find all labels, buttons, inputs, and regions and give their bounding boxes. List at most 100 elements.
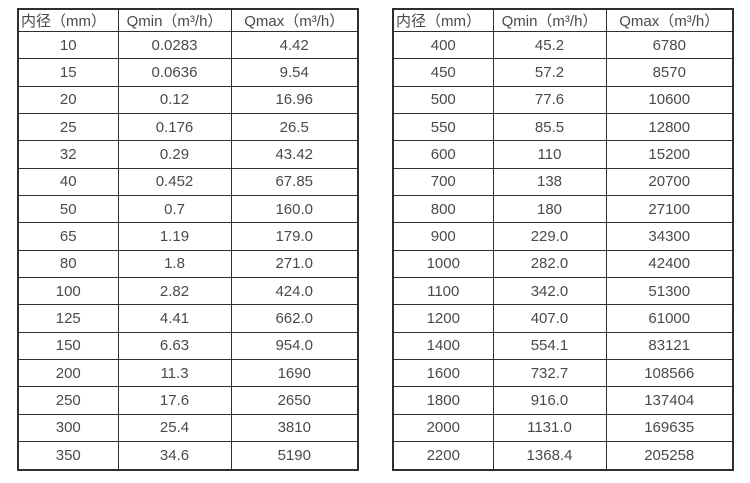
table-header-row: 内径（mm） Qmin（m³/h） Qmax（m³/h） bbox=[17, 8, 359, 32]
table-row: 250 17.6 2650 bbox=[17, 386, 359, 415]
table-cell: 67.85 bbox=[230, 167, 359, 197]
table-cell: 16.96 bbox=[230, 85, 359, 115]
table-cell: 1200 bbox=[392, 304, 494, 333]
table-cell: 43.42 bbox=[230, 140, 359, 169]
table-cell: 10600 bbox=[605, 85, 734, 115]
table-row: 100 2.82 424.0 bbox=[17, 277, 359, 306]
table-cell: 110 bbox=[492, 140, 607, 169]
table-row: 200 11.3 1690 bbox=[17, 359, 359, 388]
table-row: 15 0.0636 9.54 bbox=[17, 58, 359, 87]
table-cell: 0.12 bbox=[117, 85, 232, 115]
table-row: 1600 732.7 108566 bbox=[392, 359, 734, 388]
table-cell: 0.29 bbox=[117, 140, 232, 169]
table-cell: 200 bbox=[17, 359, 119, 388]
table-cell: 40 bbox=[17, 167, 119, 197]
table-cell: 954.0 bbox=[230, 331, 359, 361]
table-cell: 137404 bbox=[605, 386, 734, 415]
table-cell: 800 bbox=[392, 195, 494, 224]
table-cell: 700 bbox=[392, 167, 494, 197]
table-cell: 0.176 bbox=[117, 113, 232, 142]
table-cell: 77.6 bbox=[492, 85, 607, 115]
table-cell: 500 bbox=[392, 85, 494, 115]
table-row: 80 1.8 271.0 bbox=[17, 249, 359, 279]
table-cell: 732.7 bbox=[492, 359, 607, 388]
table-cell: 2200 bbox=[392, 441, 494, 471]
table-cell: 0.0283 bbox=[117, 30, 232, 60]
table-cell: 1800 bbox=[392, 386, 494, 415]
table-cell: 17.6 bbox=[117, 386, 232, 415]
table-cell: 15200 bbox=[605, 140, 734, 169]
table-cell: 662.0 bbox=[230, 304, 359, 333]
table-row: 50 0.7 160.0 bbox=[17, 195, 359, 224]
table-cell: 179.0 bbox=[230, 222, 359, 251]
table-cell: 51300 bbox=[605, 277, 734, 306]
table-row: 800 180 27100 bbox=[392, 195, 734, 224]
table-cell: 1600 bbox=[392, 359, 494, 388]
table-row: 2200 1368.4 205258 bbox=[392, 441, 734, 471]
table-cell: 20700 bbox=[605, 167, 734, 197]
table-row: 500 77.6 10600 bbox=[392, 85, 734, 115]
header-qmin: Qmin（m³/h） bbox=[492, 8, 607, 32]
table-cell: 1131.0 bbox=[492, 413, 607, 443]
table-row: 65 1.19 179.0 bbox=[17, 222, 359, 251]
table-cell: 400 bbox=[392, 30, 494, 60]
table-cell: 180 bbox=[492, 195, 607, 224]
table-row: 700 138 20700 bbox=[392, 167, 734, 197]
table-cell: 8570 bbox=[605, 58, 734, 87]
table-cell: 550 bbox=[392, 113, 494, 142]
table-row: 450 57.2 8570 bbox=[392, 58, 734, 87]
table-cell: 342.0 bbox=[492, 277, 607, 306]
header-qmin: Qmin（m³/h） bbox=[117, 8, 232, 32]
table-row: 10 0.0283 4.42 bbox=[17, 30, 359, 60]
table-cell: 27100 bbox=[605, 195, 734, 224]
table-row: 1400 554.1 83121 bbox=[392, 331, 734, 361]
table-header-row: 内径（mm） Qmin（m³/h） Qmax（m³/h） bbox=[392, 8, 734, 32]
header-qmax: Qmax（m³/h） bbox=[230, 8, 359, 32]
header-inner-diameter: 内径（mm） bbox=[392, 8, 494, 32]
table-row: 550 85.5 12800 bbox=[392, 113, 734, 142]
table-cell: 25 bbox=[17, 113, 119, 142]
table-cell: 229.0 bbox=[492, 222, 607, 251]
table-cell: 1368.4 bbox=[492, 441, 607, 471]
table-cell: 916.0 bbox=[492, 386, 607, 415]
table-cell: 424.0 bbox=[230, 277, 359, 306]
table-cell: 34300 bbox=[605, 222, 734, 251]
table-cell: 6780 bbox=[605, 30, 734, 60]
table-row: 900 229.0 34300 bbox=[392, 222, 734, 251]
table-cell: 300 bbox=[17, 413, 119, 443]
table-cell: 85.5 bbox=[492, 113, 607, 142]
table-cell: 282.0 bbox=[492, 249, 607, 279]
table-row: 1800 916.0 137404 bbox=[392, 386, 734, 415]
table-row: 1200 407.0 61000 bbox=[392, 304, 734, 333]
table-row: 2000 1131.0 169635 bbox=[392, 413, 734, 443]
table-row: 1000 282.0 42400 bbox=[392, 249, 734, 279]
table-cell: 12800 bbox=[605, 113, 734, 142]
table-cell: 150 bbox=[17, 331, 119, 361]
table-cell: 42400 bbox=[605, 249, 734, 279]
table-cell: 450 bbox=[392, 58, 494, 87]
table-cell: 0.0636 bbox=[117, 58, 232, 87]
table-row: 25 0.176 26.5 bbox=[17, 113, 359, 142]
table-cell: 1.8 bbox=[117, 249, 232, 279]
table-cell: 108566 bbox=[605, 359, 734, 388]
table-cell: 600 bbox=[392, 140, 494, 169]
table-row: 40 0.452 67.85 bbox=[17, 167, 359, 197]
flow-rate-table-large-diameters: 内径（mm） Qmin（m³/h） Qmax（m³/h） 400 45.2 6780… bbox=[392, 8, 734, 471]
table-cell: 45.2 bbox=[492, 30, 607, 60]
table-cell: 2.82 bbox=[117, 277, 232, 306]
table-cell: 50 bbox=[17, 195, 119, 224]
table-cell: 0.7 bbox=[117, 195, 232, 224]
table-row: 350 34.6 5190 bbox=[17, 441, 359, 471]
table-row: 32 0.29 43.42 bbox=[17, 140, 359, 169]
table-cell: 169635 bbox=[605, 413, 734, 443]
table-cell: 1000 bbox=[392, 249, 494, 279]
table-cell: 554.1 bbox=[492, 331, 607, 361]
table-row: 1100 342.0 51300 bbox=[392, 277, 734, 306]
table-cell: 1400 bbox=[392, 331, 494, 361]
table-cell: 11.3 bbox=[117, 359, 232, 388]
table-cell: 3810 bbox=[230, 413, 359, 443]
table-cell: 350 bbox=[17, 441, 119, 471]
table-cell: 80 bbox=[17, 249, 119, 279]
flow-rate-table-small-diameters: 内径（mm） Qmin（m³/h） Qmax（m³/h） 10 0.0283 4.4… bbox=[17, 8, 359, 471]
